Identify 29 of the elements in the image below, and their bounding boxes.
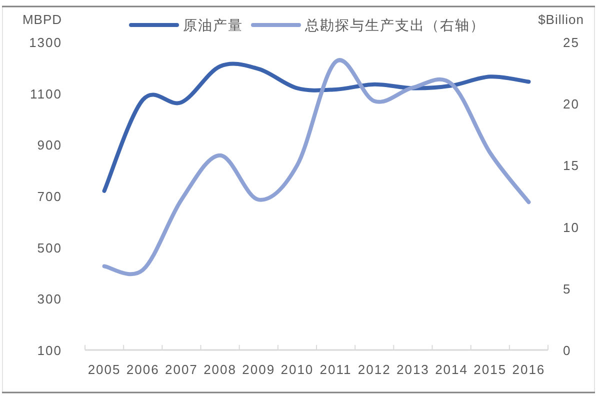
y2-tick: 0 bbox=[563, 343, 572, 358]
x-tick: 2012 bbox=[358, 362, 391, 377]
y-tick: 900 bbox=[37, 138, 62, 153]
y2-tick: 15 bbox=[563, 158, 580, 174]
x-tick: 2014 bbox=[435, 362, 468, 377]
y-tick: 100 bbox=[37, 343, 62, 358]
x-tick: 2007 bbox=[165, 362, 198, 377]
x-tick: 2011 bbox=[320, 362, 352, 377]
x-tick: 2005 bbox=[88, 362, 121, 377]
x-tick: 2006 bbox=[126, 362, 160, 377]
y-label: MBPD bbox=[22, 12, 62, 27]
y2-tick: 5 bbox=[563, 281, 572, 296]
legend-label: 总勘探与生产支出（右轴） bbox=[305, 17, 485, 33]
x-tick: 2008 bbox=[204, 362, 236, 377]
y-tick: 700 bbox=[37, 189, 62, 204]
y-tick: 1100 bbox=[30, 86, 62, 102]
y-tick: 300 bbox=[37, 292, 62, 307]
x-tick: 2013 bbox=[396, 362, 430, 377]
legend-label: 原油产量 bbox=[183, 17, 243, 33]
x-tick: 2015 bbox=[474, 362, 507, 377]
y2-tick: 10 bbox=[563, 220, 580, 235]
y2-tick: 20 bbox=[563, 96, 580, 112]
x-tick: 2009 bbox=[242, 362, 276, 377]
x-tick: 2010 bbox=[280, 362, 314, 377]
y2-tick: 25 bbox=[563, 35, 580, 50]
y-tick: 500 bbox=[37, 240, 62, 256]
y2-label: $Billion bbox=[538, 12, 584, 27]
x-tick: 2016 bbox=[512, 362, 546, 377]
y-tick: 1300 bbox=[29, 35, 62, 50]
